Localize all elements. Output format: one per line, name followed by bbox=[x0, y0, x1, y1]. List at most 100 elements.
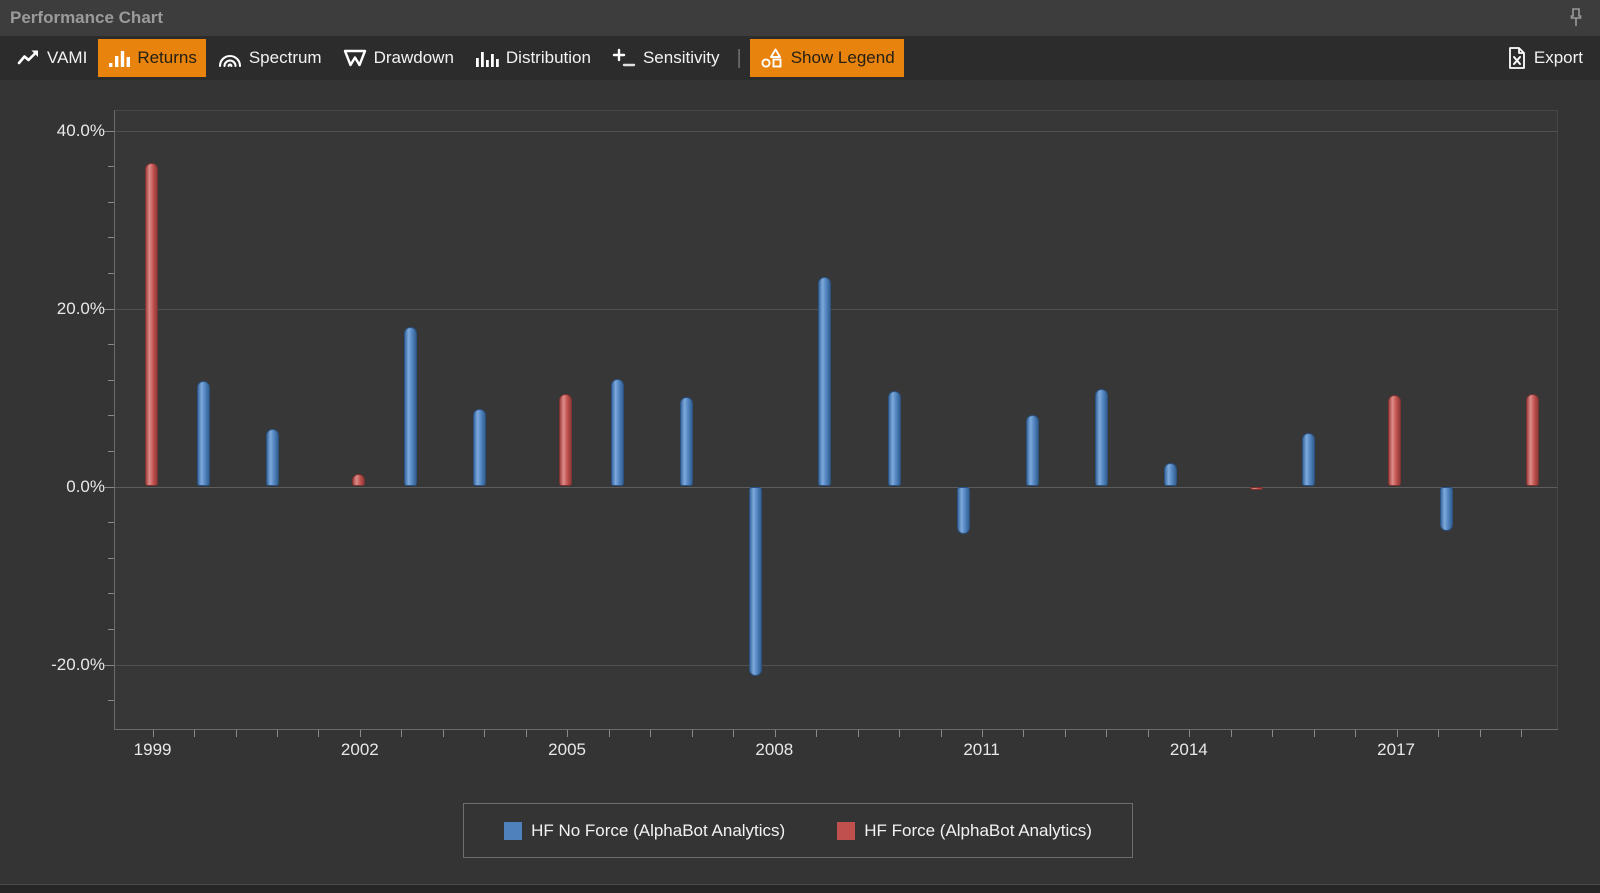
bar-2019-force bbox=[1526, 394, 1539, 487]
plot-area bbox=[115, 110, 1558, 730]
x-minor-tick bbox=[526, 730, 527, 737]
x-minor-tick bbox=[775, 730, 776, 737]
x-minor-tick bbox=[1189, 730, 1190, 737]
drawdown-icon bbox=[342, 47, 368, 69]
y-axis-label: 40.0% bbox=[10, 121, 105, 141]
x-axis-label: 2014 bbox=[1144, 740, 1234, 760]
x-axis-label: 2017 bbox=[1351, 740, 1441, 760]
trend-line-icon bbox=[17, 47, 41, 69]
chart-legend: HF No Force (AlphaBot Analytics) HF Force… bbox=[463, 803, 1133, 858]
bar-2006-no-force bbox=[611, 379, 624, 487]
legend-swatch bbox=[837, 822, 855, 840]
x-minor-tick bbox=[194, 730, 195, 737]
tab-returns-label: Returns bbox=[137, 48, 197, 68]
x-minor-tick bbox=[318, 730, 319, 737]
bar-2009-no-force bbox=[818, 277, 831, 486]
chart-toolbar: VAMI Returns Spectrum Drawdown Distribution S… bbox=[0, 36, 1600, 80]
x-axis-label: 2011 bbox=[937, 740, 1027, 760]
returns-bar-chart: 40.0%20.0%0.0%-20.0%19992002200520082011… bbox=[0, 80, 1600, 884]
x-axis-label: 2008 bbox=[729, 740, 819, 760]
x-minor-tick bbox=[1106, 730, 1107, 737]
bar-2015-force bbox=[1250, 487, 1263, 491]
bar-2011-no-force bbox=[957, 487, 970, 534]
x-minor-tick bbox=[401, 730, 402, 737]
tab-distribution-label: Distribution bbox=[506, 48, 591, 68]
gridline--20 bbox=[115, 665, 1557, 666]
excel-file-icon bbox=[1506, 46, 1528, 70]
legend-item-no-force: HF No Force (AlphaBot Analytics) bbox=[504, 821, 785, 841]
bar-1999-force bbox=[145, 163, 158, 486]
x-minor-tick bbox=[1023, 730, 1024, 737]
x-minor-tick bbox=[484, 730, 485, 737]
x-minor-tick bbox=[443, 730, 444, 737]
bar-2010-no-force bbox=[888, 391, 901, 486]
x-minor-tick bbox=[899, 730, 900, 737]
tab-drawdown-label: Drawdown bbox=[374, 48, 454, 68]
y-axis-label: -20.0% bbox=[10, 655, 105, 675]
x-minor-tick bbox=[858, 730, 859, 737]
tab-sensitivity[interactable]: Sensitivity bbox=[602, 39, 729, 77]
gridline-20 bbox=[115, 309, 1557, 310]
panel-footer bbox=[0, 885, 1600, 893]
x-minor-tick bbox=[277, 730, 278, 737]
y-axis-label: 0.0% bbox=[10, 477, 105, 497]
bar-2013-no-force bbox=[1095, 389, 1108, 487]
bar-2000-no-force bbox=[197, 381, 210, 486]
bar-2005-force bbox=[559, 394, 572, 487]
bar-2007-no-force bbox=[680, 397, 693, 487]
bar-2014-no-force bbox=[1164, 463, 1177, 486]
bar-2002-force bbox=[352, 474, 365, 486]
x-axis-label: 1999 bbox=[108, 740, 198, 760]
export-button[interactable]: Export bbox=[1497, 39, 1592, 77]
y-axis-line bbox=[114, 110, 115, 730]
legend-swatch bbox=[504, 822, 522, 840]
show-legend-button[interactable]: Show Legend bbox=[750, 39, 904, 77]
show-legend-button-label: Show Legend bbox=[791, 48, 895, 68]
spectrum-arcs-icon bbox=[217, 47, 243, 69]
gridline-0 bbox=[115, 487, 1557, 488]
x-minor-tick bbox=[1397, 730, 1398, 737]
x-minor-tick bbox=[982, 730, 983, 737]
tab-sensitivity-label: Sensitivity bbox=[643, 48, 720, 68]
x-minor-tick bbox=[1521, 730, 1522, 737]
tab-vami-label: VAMI bbox=[47, 48, 87, 68]
x-axis-label: 2005 bbox=[522, 740, 612, 760]
x-minor-tick bbox=[1480, 730, 1481, 737]
x-minor-tick bbox=[153, 730, 154, 737]
x-minor-tick bbox=[733, 730, 734, 737]
x-minor-tick bbox=[692, 730, 693, 737]
x-minor-tick bbox=[236, 730, 237, 737]
bar-2001-no-force bbox=[266, 429, 279, 487]
bar-chart-icon bbox=[107, 47, 131, 69]
tab-vami[interactable]: VAMI bbox=[8, 39, 96, 77]
export-button-label: Export bbox=[1534, 48, 1583, 68]
tab-drawdown[interactable]: Drawdown bbox=[333, 39, 463, 77]
legend-label: HF Force (AlphaBot Analytics) bbox=[864, 821, 1092, 841]
title-bar: Performance Chart bbox=[0, 0, 1600, 36]
x-minor-tick bbox=[1314, 730, 1315, 737]
x-minor-tick bbox=[567, 730, 568, 737]
x-minor-tick bbox=[650, 730, 651, 737]
x-minor-tick bbox=[941, 730, 942, 737]
bar-2017-force bbox=[1388, 395, 1401, 487]
x-minor-tick bbox=[816, 730, 817, 737]
x-minor-tick bbox=[1065, 730, 1066, 737]
x-axis-line bbox=[114, 729, 1558, 730]
x-minor-tick bbox=[1438, 730, 1439, 737]
x-minor-tick bbox=[609, 730, 610, 737]
x-minor-tick bbox=[360, 730, 361, 737]
legend-item-force: HF Force (AlphaBot Analytics) bbox=[837, 821, 1092, 841]
tab-distribution[interactable]: Distribution bbox=[465, 39, 600, 77]
page-title: Performance Chart bbox=[10, 8, 163, 28]
legend-label: HF No Force (AlphaBot Analytics) bbox=[531, 821, 785, 841]
bar-2004-no-force bbox=[473, 409, 486, 486]
bar-2018-no-force bbox=[1440, 487, 1453, 532]
pin-icon[interactable] bbox=[1566, 7, 1586, 29]
bar-2008-no-force bbox=[749, 487, 762, 677]
app-window: { "window": { "title": "Performance Char… bbox=[0, 0, 1600, 893]
gridline-40 bbox=[115, 131, 1557, 132]
tab-spectrum[interactable]: Spectrum bbox=[208, 39, 331, 77]
bar-2003-no-force bbox=[404, 327, 417, 486]
tab-returns[interactable]: Returns bbox=[98, 39, 206, 77]
toolbar-separator: | bbox=[736, 47, 741, 70]
